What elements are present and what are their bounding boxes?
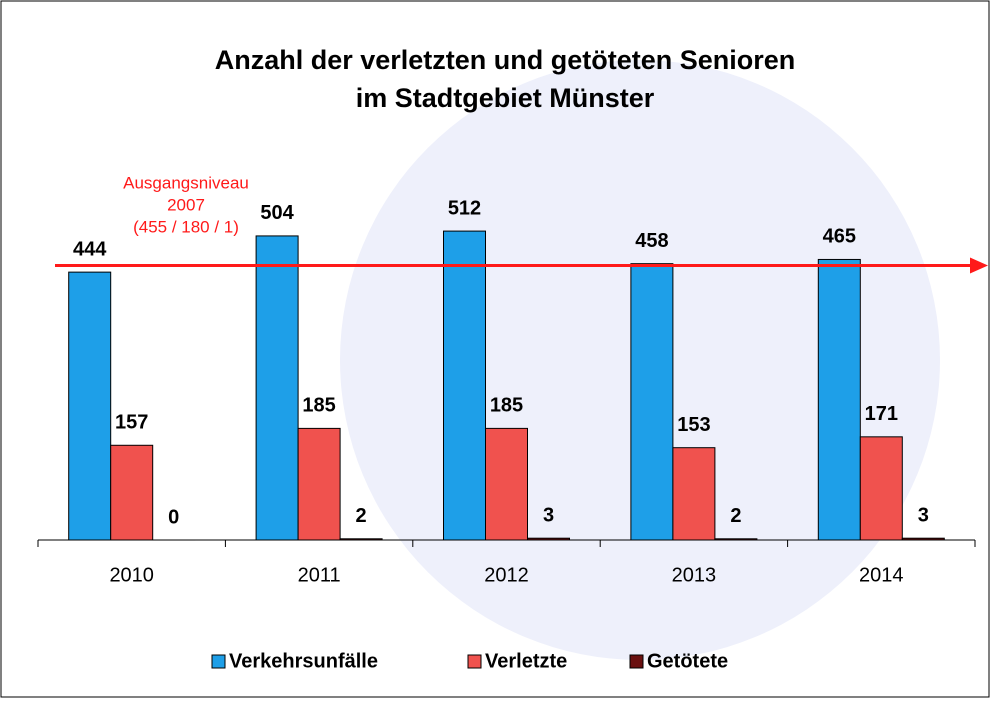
x-tick-label: 2013 xyxy=(672,564,717,586)
legend-swatch xyxy=(630,655,643,668)
chart-title: im Stadtgebiet Münster xyxy=(356,83,655,113)
value-label: 185 xyxy=(490,395,523,417)
bar xyxy=(298,428,340,540)
value-label: 444 xyxy=(73,238,107,260)
bar xyxy=(673,448,715,540)
bar xyxy=(860,437,902,540)
value-label: 0 xyxy=(168,506,179,528)
bar xyxy=(69,272,111,540)
bar xyxy=(631,264,673,540)
bar xyxy=(818,259,860,540)
legend-label: Getötete xyxy=(647,650,728,672)
x-tick-label: 2014 xyxy=(859,564,904,586)
chart: Anzahl der verletzten und getöteten Seni… xyxy=(0,0,990,698)
annotation: 2007 xyxy=(167,195,205,214)
x-tick-label: 2011 xyxy=(298,564,341,586)
value-label: 153 xyxy=(677,414,710,436)
value-label: 2 xyxy=(356,505,367,527)
value-label: 465 xyxy=(823,226,856,248)
legend-swatch xyxy=(468,655,481,668)
legend-swatch xyxy=(212,655,225,668)
value-label: 185 xyxy=(302,395,335,417)
legend-label: Verkehrsunfälle xyxy=(229,650,378,672)
x-tick-label: 2010 xyxy=(109,564,154,586)
value-label: 2 xyxy=(730,505,741,527)
value-label: 3 xyxy=(543,504,554,526)
value-label: 512 xyxy=(448,197,481,219)
bar xyxy=(111,445,153,540)
bar xyxy=(444,231,486,540)
value-label: 157 xyxy=(115,412,148,434)
annotation: Ausgangsniveau xyxy=(123,173,249,192)
value-label: 3 xyxy=(918,504,929,526)
legend-label: Verletzte xyxy=(485,650,567,672)
chart-title: Anzahl der verletzten und getöteten Seni… xyxy=(215,45,796,75)
value-label: 504 xyxy=(260,202,294,224)
x-tick-label: 2012 xyxy=(484,564,529,586)
bar xyxy=(486,428,528,540)
bar xyxy=(256,236,298,540)
value-label: 171 xyxy=(865,403,898,425)
annotation: (455 / 180 / 1) xyxy=(133,217,239,236)
value-label: 458 xyxy=(635,230,668,252)
